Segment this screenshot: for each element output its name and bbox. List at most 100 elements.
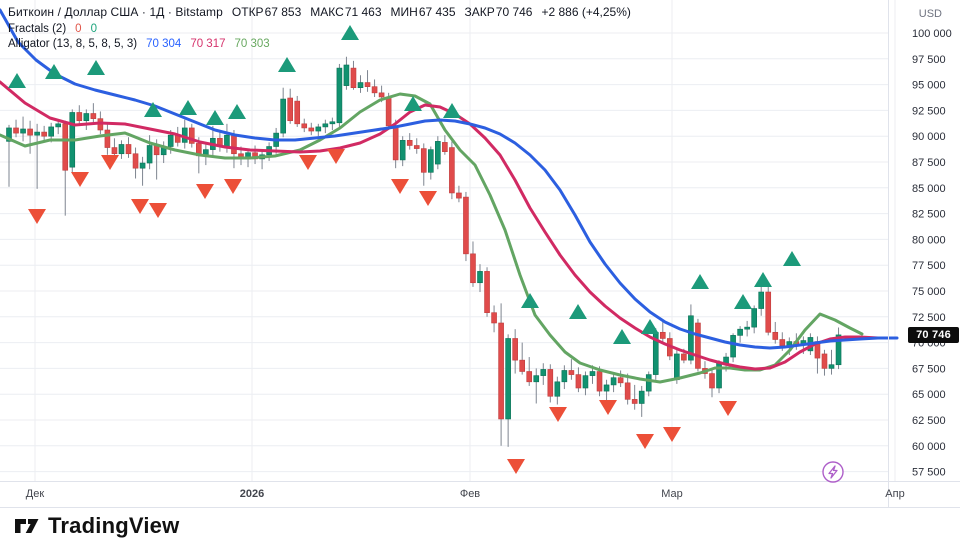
candle[interactable] <box>132 147 139 179</box>
candle[interactable] <box>477 264 483 293</box>
candle[interactable] <box>526 357 533 386</box>
candle[interactable] <box>631 384 638 410</box>
fractal-up-icon <box>613 329 631 344</box>
candle[interactable] <box>62 120 69 216</box>
candle[interactable] <box>442 135 448 155</box>
candle[interactable] <box>751 305 757 334</box>
lightning-button[interactable] <box>822 461 844 483</box>
candle[interactable] <box>90 103 97 123</box>
grid-lines <box>0 0 896 481</box>
candle[interactable] <box>188 123 195 148</box>
candle[interactable] <box>575 367 582 393</box>
candle[interactable] <box>505 334 511 447</box>
candle[interactable] <box>20 116 26 142</box>
candle[interactable] <box>519 342 525 375</box>
candle[interactable] <box>294 95 301 127</box>
candle[interactable] <box>554 376 561 405</box>
time-axis[interactable]: Дек 2026 Фев Мар Апр <box>26 488 905 500</box>
candle[interactable] <box>364 70 371 92</box>
candle[interactable] <box>821 349 828 376</box>
fractals-indicator-name[interactable]: Fractals (2) <box>8 23 67 35</box>
candle[interactable] <box>308 122 315 136</box>
candle[interactable] <box>371 79 378 97</box>
candle[interactable] <box>582 371 589 396</box>
candle[interactable] <box>322 119 329 134</box>
candle[interactable] <box>603 379 610 401</box>
candle[interactable] <box>83 109 90 131</box>
candle[interactable] <box>420 143 427 186</box>
candle[interactable] <box>343 56 350 90</box>
candle[interactable] <box>399 136 406 167</box>
candle[interactable] <box>329 117 336 131</box>
candle[interactable] <box>652 328 659 380</box>
candle[interactable] <box>449 141 455 200</box>
candle[interactable] <box>181 119 188 149</box>
candle[interactable] <box>435 136 441 170</box>
alligator-legend-row[interactable]: Alligator (13, 8, 5, 8, 5, 3) 70 304 70 … <box>8 38 631 50</box>
candle[interactable] <box>301 118 308 133</box>
candle[interactable] <box>160 141 167 164</box>
candle[interactable] <box>568 359 575 380</box>
candle[interactable] <box>287 88 294 124</box>
candle[interactable] <box>76 105 83 126</box>
candle[interactable] <box>427 146 434 180</box>
fractals-legend-row[interactable]: Fractals (2) 0 0 <box>8 23 631 35</box>
tradingview-logo[interactable]: TradingView <box>14 513 179 539</box>
candle[interactable] <box>645 371 652 397</box>
candle[interactable] <box>315 123 322 137</box>
candle[interactable] <box>280 87 286 138</box>
candle[interactable] <box>350 60 357 90</box>
candle[interactable] <box>13 119 19 138</box>
candle[interactable] <box>146 135 153 170</box>
price-axis[interactable]: 100 000 97 500 95 000 92 500 90 000 87 500 85 … <box>912 28 952 479</box>
candle[interactable] <box>772 321 779 344</box>
candle[interactable] <box>765 286 772 336</box>
candle[interactable] <box>828 349 835 375</box>
candle[interactable] <box>709 368 715 398</box>
candle[interactable] <box>470 241 476 287</box>
candle[interactable] <box>6 124 12 187</box>
candle[interactable] <box>118 140 125 159</box>
candle[interactable] <box>737 326 743 343</box>
candle[interactable] <box>125 137 132 158</box>
symbol-legend-row[interactable]: Биткоин / Доллар США · 1Д · Bitstamp ОТК… <box>8 5 631 19</box>
candle[interactable] <box>659 321 666 342</box>
candle[interactable] <box>104 122 111 155</box>
candle[interactable] <box>34 123 40 189</box>
candle[interactable] <box>456 185 462 203</box>
candle[interactable] <box>730 333 736 363</box>
candle[interactable] <box>617 370 624 387</box>
candle[interactable] <box>561 365 568 390</box>
candle[interactable] <box>547 364 554 403</box>
candle[interactable] <box>259 150 265 170</box>
candle[interactable] <box>27 120 33 154</box>
symbol-title[interactable]: Биткоин / Доллар США · 1Д · Bitstamp <box>8 5 223 19</box>
candle[interactable] <box>357 75 364 93</box>
candle[interactable] <box>744 320 750 337</box>
candle[interactable] <box>695 318 701 372</box>
candle[interactable] <box>716 360 722 394</box>
candle[interactable] <box>463 191 469 262</box>
candlestick-series[interactable] <box>6 56 842 447</box>
candle[interactable] <box>336 63 343 128</box>
candle[interactable] <box>41 125 47 141</box>
candle[interactable] <box>533 368 540 404</box>
candle[interactable] <box>413 138 420 154</box>
candle[interactable] <box>217 132 223 152</box>
candle[interactable] <box>139 156 146 186</box>
fractal-up-icon <box>341 25 359 40</box>
candle[interactable] <box>55 120 62 135</box>
candle[interactable] <box>406 133 413 150</box>
candle[interactable] <box>498 303 504 446</box>
candle[interactable] <box>624 373 631 405</box>
candle[interactable] <box>491 305 497 333</box>
candle[interactable] <box>484 267 490 317</box>
candle[interactable] <box>252 145 258 165</box>
candle[interactable] <box>638 385 645 417</box>
candle[interactable] <box>610 372 617 393</box>
candle[interactable] <box>540 363 547 385</box>
candle[interactable] <box>835 327 842 370</box>
alligator-indicator-name[interactable]: Alligator (13, 8, 5, 8, 5, 3) <box>8 38 138 50</box>
candle[interactable] <box>512 329 518 374</box>
